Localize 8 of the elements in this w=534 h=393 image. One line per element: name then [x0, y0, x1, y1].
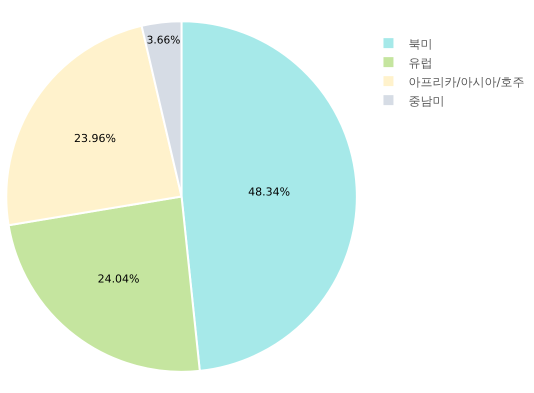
legend-label: 아프리카/아시아/호주	[408, 74, 525, 89]
legend-label: 유럽	[408, 56, 432, 70]
data-label: 48.34%	[248, 185, 290, 198]
data-label: 23.96%	[74, 132, 116, 146]
legend-label: 중남미	[408, 94, 444, 108]
data-label: 24.04%	[98, 272, 140, 286]
data-label: 3.66%	[146, 34, 180, 47]
legend-label: 북미	[408, 36, 432, 51]
